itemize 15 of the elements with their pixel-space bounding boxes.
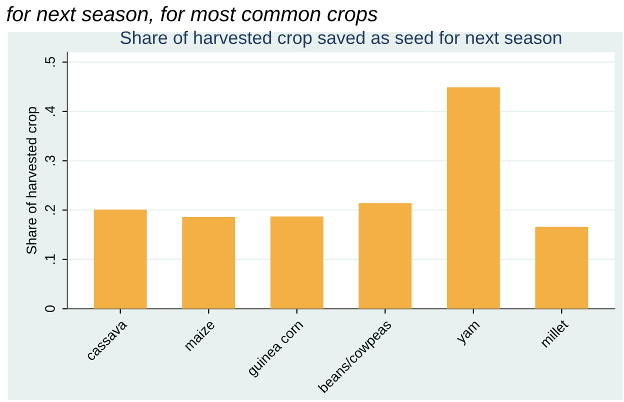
y-tick-label: .3	[45, 156, 55, 166]
text: for next season, for most common crops	[6, 6, 378, 26]
y-tick-label: 0	[45, 305, 55, 312]
bar	[446, 87, 500, 309]
bar	[535, 226, 588, 309]
y-tick-label: .5	[45, 56, 55, 67]
y-tick-label: .1	[45, 254, 55, 264]
chart-title: Share of harvested crop saved as seed for next season	[120, 30, 562, 48]
y-tick-label: .4	[45, 106, 55, 116]
bar	[270, 216, 324, 309]
y-axis-title: Share of harvested crop	[26, 106, 40, 254]
bar	[94, 210, 147, 309]
bar	[358, 203, 412, 309]
y-tick-label: .2	[45, 204, 55, 215]
bar	[182, 216, 236, 309]
